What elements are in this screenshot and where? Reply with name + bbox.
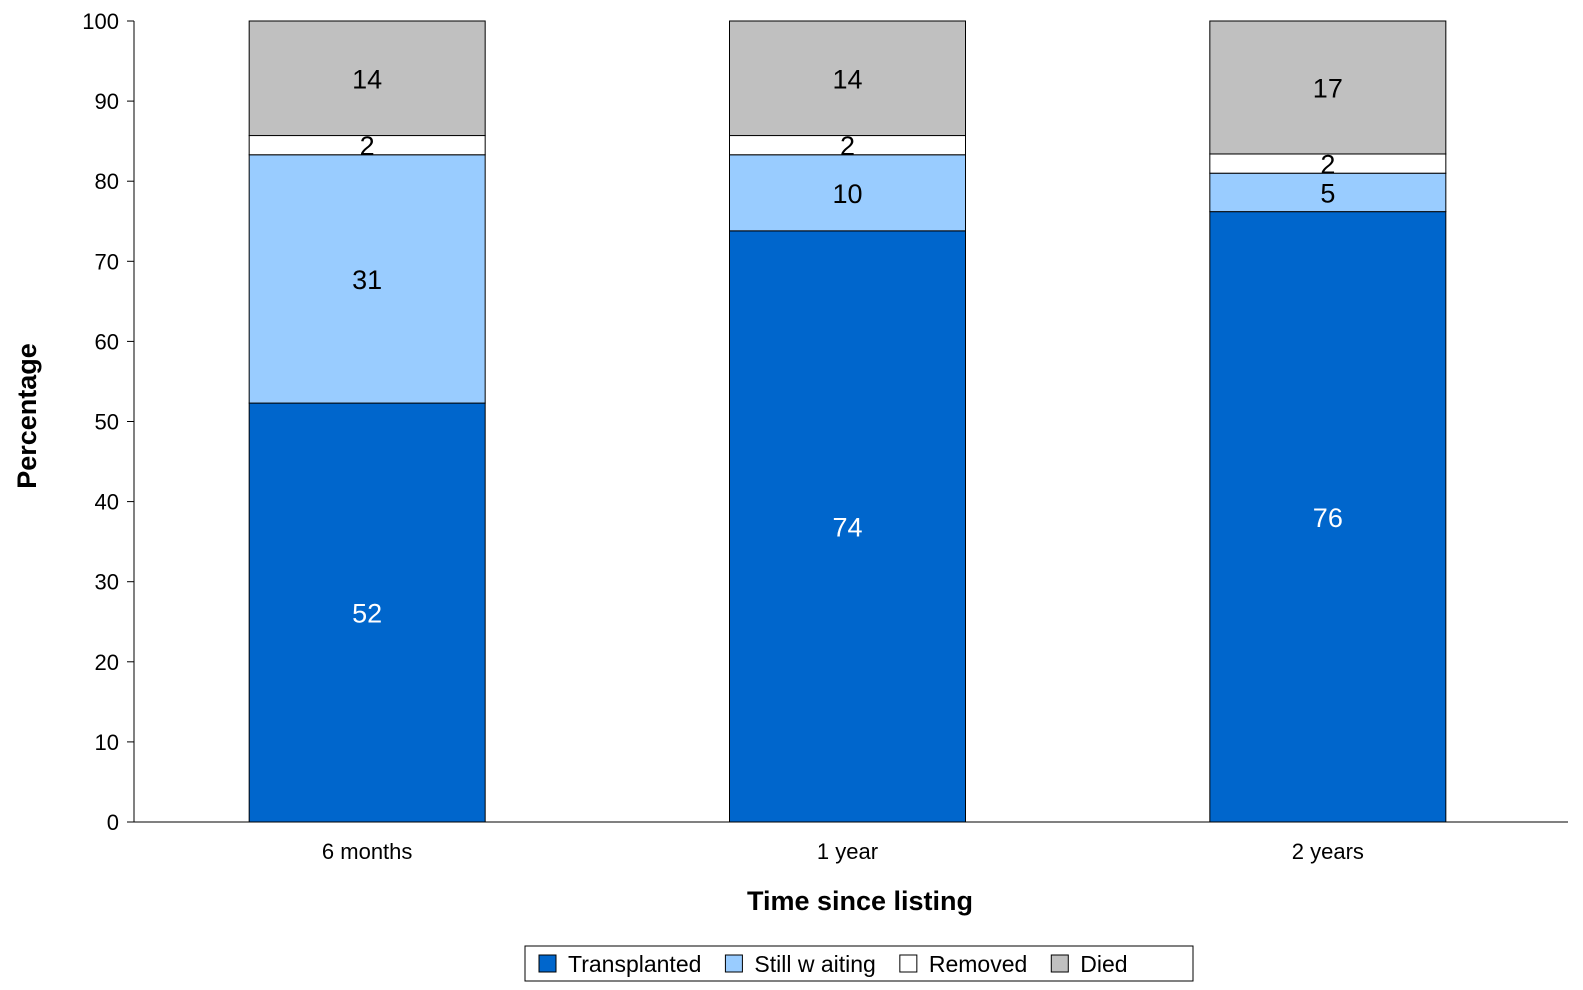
bar-segment	[729, 230, 966, 823]
bar-segment	[1209, 172, 1447, 213]
x-axis-title: Time since listing	[747, 886, 973, 916]
legend: Transplanted Still w aiting Removed Died	[524, 945, 1194, 982]
bar-segment	[729, 20, 966, 137]
y-axis-title: Percentage	[12, 343, 42, 489]
data-label: 14	[352, 64, 382, 94]
data-label: 2	[360, 131, 375, 161]
y-tick-label: 70	[95, 249, 119, 274]
legend-label: Transplanted	[568, 951, 701, 977]
legend-swatch	[899, 954, 918, 973]
y-tick-label: 20	[95, 650, 119, 675]
data-label: 31	[352, 265, 382, 295]
legend-label: Still w aiting	[754, 951, 875, 977]
data-label: 2	[840, 131, 855, 161]
legend-swatch	[538, 954, 557, 973]
x-tick-label: 1 year	[817, 839, 878, 864]
y-axis: 0 10 20 30 40 50 60 70 80 90 100	[82, 9, 135, 835]
data-label: 14	[832, 64, 862, 94]
bar-segment	[1209, 20, 1447, 155]
data-label: 10	[832, 179, 862, 209]
bar-group: 76 52 17	[1209, 20, 1447, 823]
legend-swatch	[1050, 954, 1069, 973]
y-tick-label: 90	[95, 89, 119, 114]
bar-segment	[248, 20, 486, 137]
legend-swatch	[724, 954, 743, 973]
bar-segment	[248, 154, 486, 404]
data-label: 76	[1313, 503, 1343, 533]
y-tick-label: 80	[95, 169, 119, 194]
y-tick-label: 0	[107, 810, 119, 835]
legend-label: Died	[1080, 951, 1127, 977]
legend-label: Removed	[929, 951, 1027, 977]
bar-group: 74 10 2 14	[729, 20, 966, 823]
x-axis: 6 months 1 year 2 years	[134, 821, 1568, 864]
y-tick-label: 30	[95, 570, 119, 595]
bar-segment	[248, 402, 486, 823]
y-tick-label: 100	[82, 9, 119, 34]
data-label: 17	[1313, 73, 1343, 103]
y-tick-label: 60	[95, 329, 119, 354]
y-tick-label: 40	[95, 490, 119, 515]
y-tick-label: 10	[95, 730, 119, 755]
y-tick-label: 50	[95, 410, 119, 435]
legend-box	[524, 945, 1194, 982]
data-label: 74	[832, 512, 862, 542]
bar-group: 52 31 2 14	[248, 20, 486, 823]
data-label: 5	[1320, 178, 1335, 208]
data-label: 2	[1320, 150, 1335, 180]
x-tick-label: 6 months	[322, 839, 413, 864]
x-tick-label: 2 years	[1292, 839, 1364, 864]
data-label: 52	[352, 599, 382, 629]
bar-segment	[1209, 211, 1447, 823]
